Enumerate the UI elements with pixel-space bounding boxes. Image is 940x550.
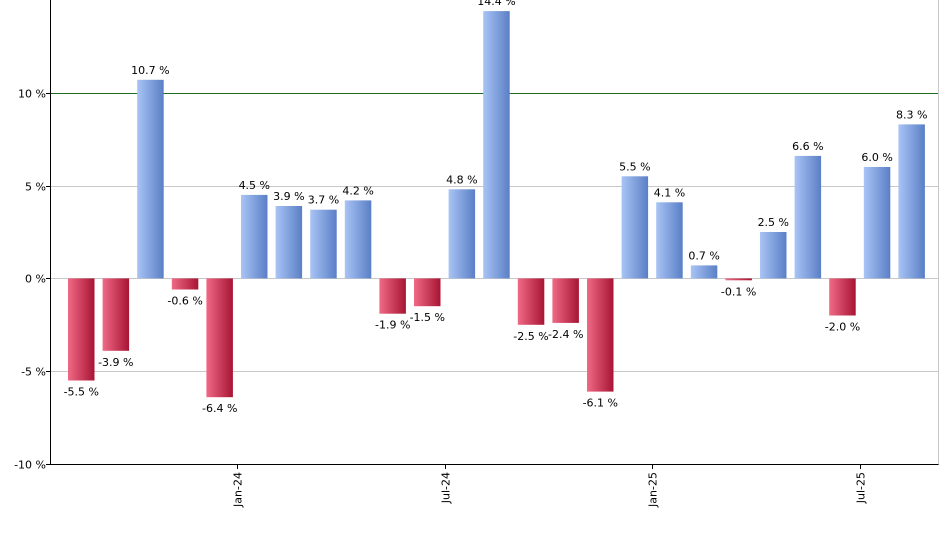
data-label: 3.9 % [273,190,304,203]
data-label: 10.7 % [131,64,169,77]
labels: -10 % -5 % 0 % 5 % 10 % -5.5 % -3.9 % 10.7 % -0.… [14,0,927,508]
bar [379,278,406,314]
bar [483,11,510,279]
data-label: 3.7 % [308,194,339,207]
bar [690,265,718,279]
bar [448,189,476,279]
data-label: -0.6 % [167,295,202,308]
bar [241,194,268,279]
data-label: -5.5 % [64,386,99,399]
data-label: 2.5 % [758,216,789,229]
data-label: -0.1 % [721,285,756,298]
data-label: 14.4 % [477,0,515,8]
bar [794,155,822,279]
x-tick-label: Jan-24 [232,472,245,508]
bar [310,209,337,279]
bar [656,202,683,279]
data-label: 4.1 % [654,186,685,199]
bar [344,200,372,279]
data-label: -1.5 % [410,311,445,324]
bar [137,79,164,279]
bar [414,278,441,307]
bar [171,278,199,290]
bar [863,167,891,279]
y-tick-label: -5 % [21,366,46,379]
y-tick-label: 5 % [25,181,46,194]
bar [760,232,787,279]
bar [725,278,752,281]
data-label: 0.7 % [688,249,719,262]
data-label: -1.9 % [375,319,410,332]
data-label: -2.4 % [548,328,583,341]
bar [206,278,233,398]
bar [898,124,925,279]
data-label: 4.2 % [342,184,373,197]
x-tick-label: Jul-25 [855,472,868,504]
bar [587,278,614,392]
data-label: -6.1 % [583,397,618,410]
data-label: 6.6 % [792,140,823,153]
bar [552,278,579,323]
data-label: -3.9 % [98,356,133,369]
bar [102,278,130,351]
bar [275,206,303,279]
data-label: 5.5 % [619,160,650,173]
y-tick-label: -10 % [14,459,46,472]
data-label: 6.0 % [861,151,892,164]
x-tick-label: Jul-24 [440,472,453,504]
data-label: 4.8 % [446,173,477,186]
data-label: 4.5 % [239,179,270,192]
bar [517,278,545,325]
y-tick-label: 0 % [25,273,46,286]
data-label: -2.0 % [825,321,860,334]
bars [68,11,925,398]
data-label: -6.4 % [202,402,237,415]
bar [621,176,649,279]
x-tick-label: Jan-25 [647,472,660,508]
axes [46,0,939,469]
bar [829,278,856,316]
data-label: -2.5 % [513,330,548,343]
bar [68,278,95,381]
data-label: 8.3 % [896,108,927,121]
y-tick-label: 10 % [18,88,46,101]
